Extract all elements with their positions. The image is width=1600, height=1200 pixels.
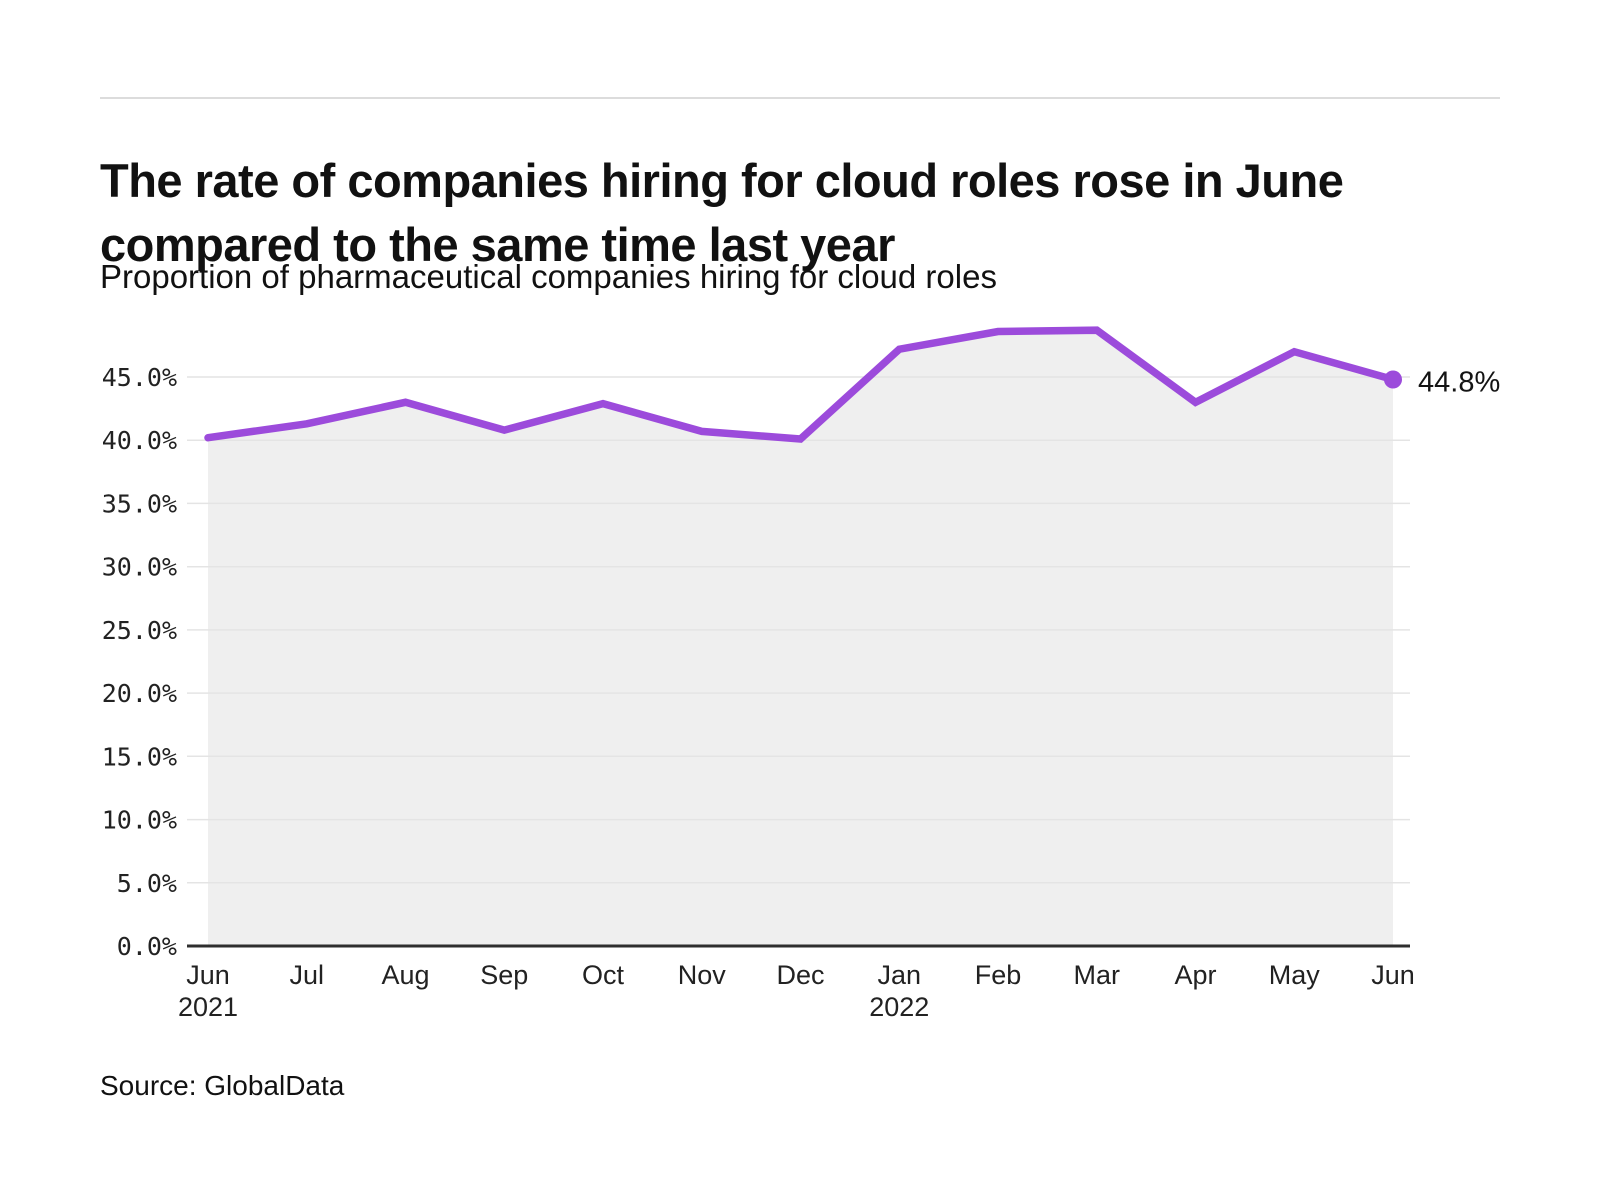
y-tick-label: 5.0% (117, 869, 177, 898)
y-tick-label: 45.0% (102, 363, 177, 392)
x-tick-label: Jul (290, 960, 325, 990)
x-tick-label: Sep (480, 960, 528, 990)
y-tick-label: 10.0% (102, 806, 177, 835)
x-tick-label: Mar (1074, 960, 1121, 990)
area-fill (208, 330, 1393, 945)
y-tick-label: 20.0% (102, 679, 177, 708)
end-point-marker (1384, 370, 1402, 389)
x-tick-label: Feb (975, 960, 1022, 990)
x-tick-label: Dec (776, 960, 824, 990)
x-tick-label: Jun (1371, 960, 1415, 990)
data-line (204, 326, 1397, 443)
chart-subtitle: Proportion of pharmaceutical companies h… (100, 258, 997, 295)
x-tick-label: Jan (878, 960, 922, 990)
y-tick-label: 15.0% (102, 742, 177, 771)
x-tick-year-label: 2022 (869, 992, 929, 1022)
y-tick-label: 30.0% (102, 553, 177, 582)
top-divider (100, 97, 1500, 99)
y-tick-label: 40.0% (102, 426, 177, 455)
x-tick-year-label: 2021 (178, 992, 238, 1022)
chart-title: The rate of companies hiring for cloud r… (100, 149, 1560, 277)
end-value-label: 44.8% (1418, 367, 1500, 399)
y-tick-label: 0.0% (117, 932, 177, 961)
x-tick-label: Oct (582, 960, 625, 990)
x-tick-label: Jun (186, 960, 230, 990)
x-tick-label: Nov (678, 960, 727, 990)
chart-title-line-1: The rate of companies hiring for cloud r… (100, 154, 1344, 208)
x-tick-label: May (1269, 960, 1321, 990)
x-tick-label: Apr (1174, 960, 1216, 990)
y-tick-label: 25.0% (102, 616, 177, 645)
chart-title-line-2: compared to the same time last year (100, 218, 895, 272)
x-tick-label: Aug (381, 960, 429, 990)
source-note: Source: GlobalData (100, 1070, 345, 1101)
y-tick-label: 35.0% (102, 489, 177, 518)
